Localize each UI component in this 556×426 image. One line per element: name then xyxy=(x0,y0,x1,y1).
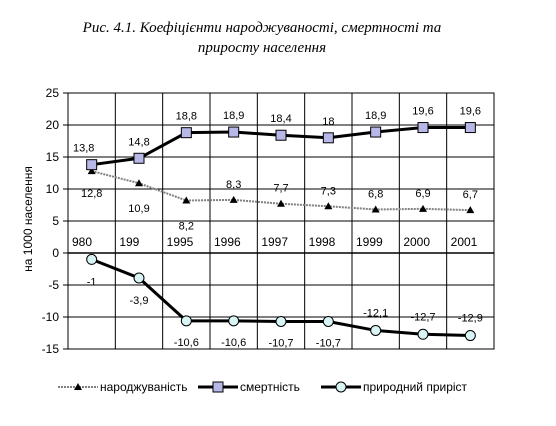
chart-title-line-2: приросту населення xyxy=(198,40,326,56)
y-tick-label: -5 xyxy=(48,278,59,292)
y-axis-label: на 1000 населення xyxy=(21,166,35,272)
data-point-triangle xyxy=(87,167,96,175)
data-label: -3,9 xyxy=(130,295,149,307)
data-point-circle xyxy=(133,272,145,284)
legend-label: народжуваність xyxy=(100,380,188,394)
chart-title-line-1: Рис. 4.1. Коефіцієнти народжуваності, см… xyxy=(82,20,442,36)
data-point-triangle xyxy=(229,195,238,203)
y-tick-label: 25 xyxy=(46,86,60,100)
data-point-circle xyxy=(180,315,192,327)
y-tick-label: 5 xyxy=(52,214,59,228)
data-label: 8,3 xyxy=(226,179,241,191)
legend-item-1: смертність xyxy=(198,380,300,394)
data-label: 12,8 xyxy=(81,188,102,200)
data-point-circle xyxy=(275,315,287,327)
data-label: -1 xyxy=(87,276,97,288)
data-label: 19,6 xyxy=(412,106,433,118)
grid xyxy=(67,92,495,350)
y-tick-label: -15 xyxy=(42,342,60,356)
legend-item-0: народжуваність xyxy=(58,380,188,394)
data-label: 6,8 xyxy=(368,188,383,200)
data-label: 6,9 xyxy=(415,188,430,200)
data-label: -10,7 xyxy=(268,337,293,349)
x-tick-label: 1999 xyxy=(356,235,383,249)
data-label: 19,6 xyxy=(460,106,481,118)
data-point-triangle xyxy=(371,205,380,213)
x-axis: 980 199 1995 1996 1997 1998 1999 2000 2001 xyxy=(72,235,478,249)
x-tick-label: 1998 xyxy=(309,235,336,249)
data-label: 18 xyxy=(322,116,334,128)
data-point-circle xyxy=(464,330,476,342)
plot-area: 12,8 10,9 8,2 8,3 7,7 7,3 6,8 6,9 6,7 13,8 14,8 18,… xyxy=(73,106,483,350)
data-point-circle xyxy=(335,381,347,393)
data-label: 18,9 xyxy=(223,110,244,122)
data-label: -10,7 xyxy=(316,337,341,349)
data-label: -10,6 xyxy=(221,337,246,349)
series-0: 12,8 10,9 8,2 8,3 7,7 7,3 6,8 6,9 6,7 xyxy=(81,167,478,233)
data-point-circle xyxy=(322,315,334,327)
data-label: -12,7 xyxy=(410,311,435,323)
data-point-triangle xyxy=(277,199,285,207)
x-tick-label: 1997 xyxy=(261,235,288,249)
data-point-square xyxy=(86,159,98,171)
data-point-triangle xyxy=(182,196,191,204)
data-point-square xyxy=(464,122,476,134)
data-point-square xyxy=(322,132,334,144)
data-point-circle xyxy=(417,328,429,340)
data-label: 10,9 xyxy=(128,203,149,215)
y-tick-label: -10 xyxy=(42,310,60,324)
y-tick-label: 20 xyxy=(46,118,60,132)
series-1: 13,8 14,8 18,8 18,9 18,4 18 18,9 19,6 19,6 xyxy=(73,106,481,171)
legend: народжуваність смертність природний приріс… xyxy=(58,380,468,394)
data-label: 6,7 xyxy=(463,189,478,201)
data-point-square xyxy=(275,129,287,141)
data-label: 14,8 xyxy=(128,136,149,148)
data-point-circle xyxy=(228,315,240,327)
legend-item-2: природний приріст xyxy=(321,380,468,394)
data-label: 18,8 xyxy=(176,111,197,123)
data-label: -12,9 xyxy=(458,313,483,325)
x-tick-label: 199 xyxy=(119,235,139,249)
y-tick-label: 10 xyxy=(46,182,60,196)
data-point-triangle xyxy=(324,202,333,210)
data-point-triangle xyxy=(135,179,143,187)
data-point-square xyxy=(212,381,224,393)
data-label: 18,4 xyxy=(270,113,291,125)
data-point-circle xyxy=(86,253,98,265)
data-point-square xyxy=(133,152,145,164)
y-axis: -15 -10 -5 0 5 10 15 20 25 xyxy=(42,86,68,356)
x-tick-label: 2000 xyxy=(403,235,430,249)
x-tick-label: 1995 xyxy=(167,235,194,249)
data-point-triangle xyxy=(466,206,475,214)
legend-label: смертність xyxy=(240,380,300,394)
data-point-circle xyxy=(370,324,382,336)
data-label: 7,3 xyxy=(321,185,336,197)
x-tick-label: 2001 xyxy=(451,235,478,249)
data-point-square xyxy=(180,127,192,139)
x-tick-label: 980 xyxy=(72,235,92,249)
data-label: 13,8 xyxy=(73,143,94,155)
x-tick-label: 1996 xyxy=(214,235,241,249)
data-point-square xyxy=(417,122,429,134)
data-label: -12,1 xyxy=(363,307,388,319)
series-2: -1 -3,9 -10,6 -10,6 -10,7 -10,7 -12,1 -12,7 -12,… xyxy=(86,253,483,349)
data-point-square xyxy=(370,126,382,138)
data-label: 8,2 xyxy=(179,221,194,233)
data-point-triangle xyxy=(74,383,82,390)
data-point-triangle xyxy=(419,204,427,212)
legend-label: природний приріст xyxy=(363,380,468,394)
y-tick-label: 15 xyxy=(46,150,60,164)
data-label: 7,7 xyxy=(273,183,288,195)
y-tick-label: 0 xyxy=(52,246,59,260)
data-label: -10,6 xyxy=(174,337,199,349)
data-point-square xyxy=(228,126,240,138)
data-label: 18,9 xyxy=(365,110,386,122)
